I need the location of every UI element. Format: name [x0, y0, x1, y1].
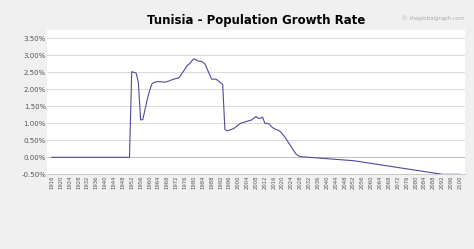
- Title: Tunisia - Population Growth Rate: Tunisia - Population Growth Rate: [147, 14, 365, 27]
- Text: © theglobalgraph.com: © theglobalgraph.com: [402, 15, 465, 21]
